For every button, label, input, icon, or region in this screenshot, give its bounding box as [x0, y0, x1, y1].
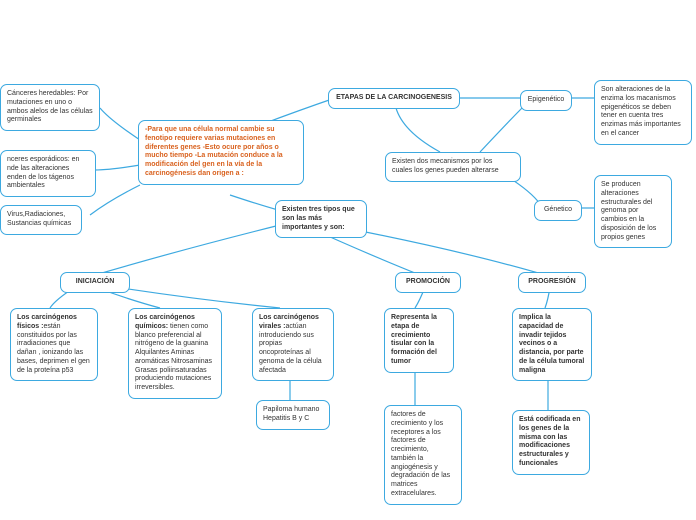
- papiloma-node: Papiloma humano Hepatitis B y C: [256, 400, 330, 430]
- quimicos-node: Los carcinógenos químicos: tienen como b…: [128, 308, 222, 399]
- prog-coded-node: Está codificada en los genes de la misma…: [512, 410, 590, 475]
- epigenetic-node: Epigenético: [520, 90, 572, 111]
- three-types-node: Existen tres tipos que son las más impor…: [275, 200, 367, 238]
- progresion-node: PROGRESIÓN: [518, 272, 586, 293]
- mechanisms-node: Existen dos mecanismos por los cuales lo…: [385, 152, 521, 182]
- iniciacion-node: INICIACIÓN: [60, 272, 130, 293]
- connector-lines: [0, 0, 696, 520]
- fisicos-node: Los carcinógenos físicos :están constitu…: [10, 308, 98, 381]
- promocion-node: PROMOCIÓN: [395, 272, 461, 293]
- genetic-desc-node: Se producen alteraciones estructurales d…: [594, 175, 672, 248]
- prog-desc-node: Implica la capacidad de invadir tejidos …: [512, 308, 592, 381]
- virus-node: Virus,Radiaciones, Sustancias químicas: [0, 205, 82, 235]
- virales-node: Los carcinógenos virales :actúan introdu…: [252, 308, 334, 381]
- heritable-node: Cánceres heredables: Por mutaciones en u…: [0, 84, 100, 131]
- title-node: ETAPAS DE LA CARCINOGENESIS: [328, 88, 460, 109]
- orange-text-node: -Para que una célula normal cambie su fe…: [138, 120, 304, 185]
- sporadic-node: nceres esporádicos: en nde las alteracio…: [0, 150, 96, 197]
- promo-desc-node: Representa la etapa de crecimiento tisul…: [384, 308, 454, 373]
- genetic-node: Génetico: [534, 200, 582, 221]
- epigenetic-desc-node: Son alteraciones de la enzima los macani…: [594, 80, 692, 145]
- promo-factors-node: factores de crecimiento y los receptores…: [384, 405, 462, 505]
